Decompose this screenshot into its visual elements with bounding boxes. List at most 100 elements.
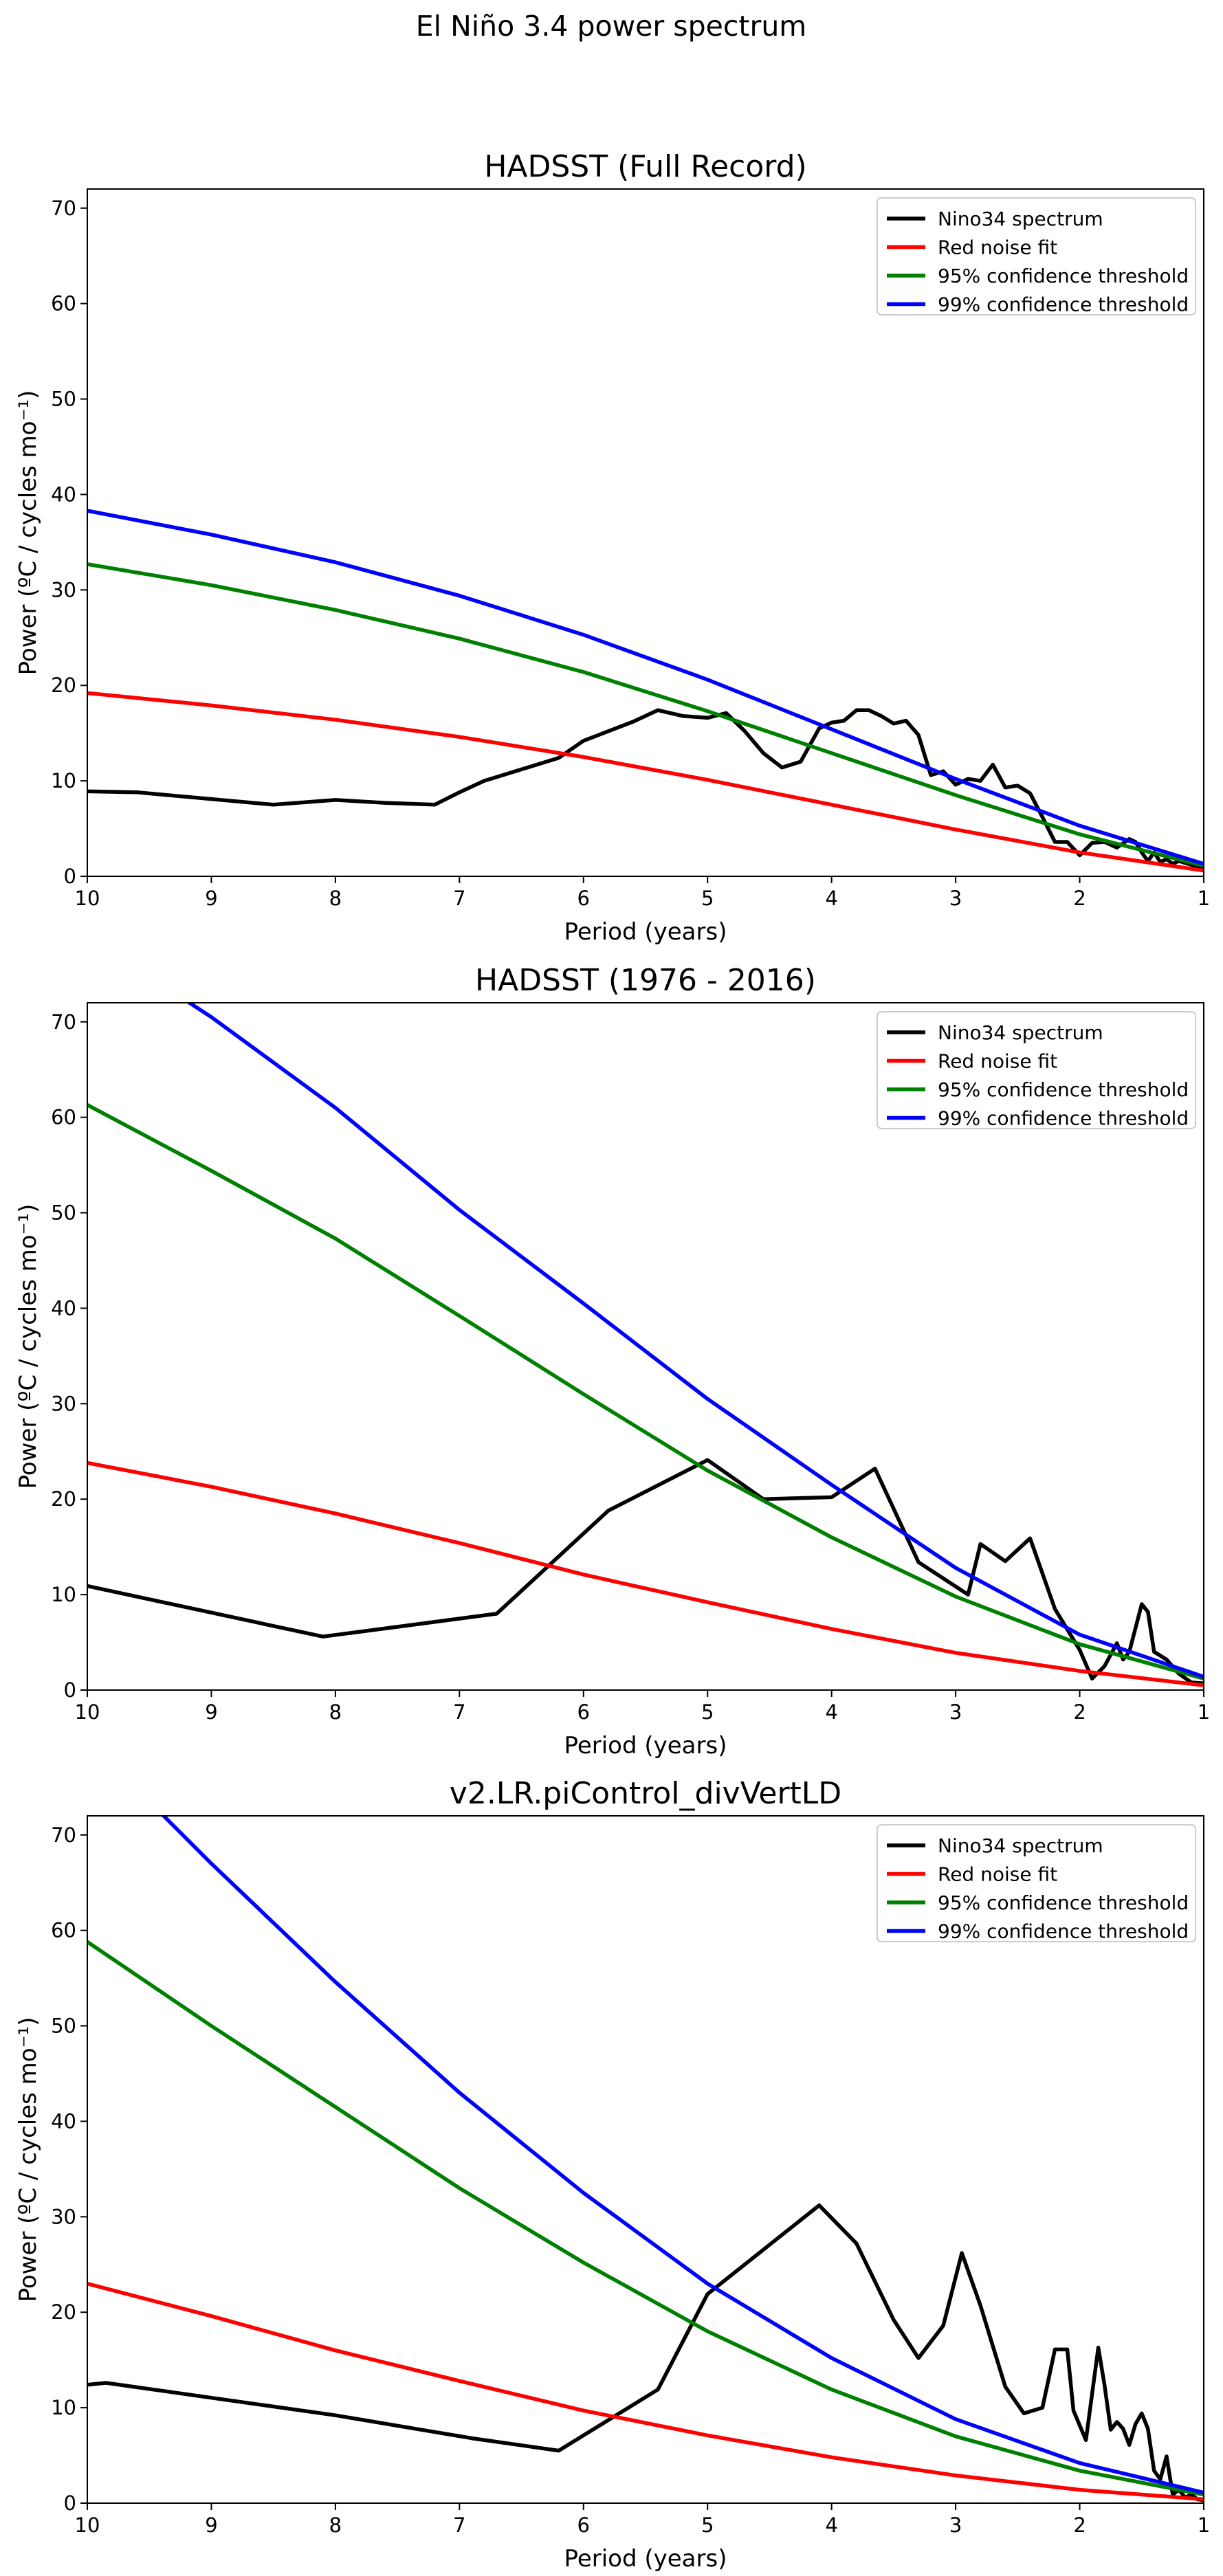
legend-label: 95% confidence threshold — [938, 265, 1189, 287]
legend-label: Nino34 spectrum — [938, 1021, 1103, 1044]
y-tick-label: 50 — [51, 1201, 76, 1225]
series-line — [87, 1102, 1204, 1681]
y-tick-label: 30 — [51, 1392, 76, 1415]
y-tick-label: 20 — [51, 2300, 76, 2324]
x-tick-label: 5 — [701, 2513, 714, 2537]
y-tick-label: 60 — [51, 292, 76, 315]
series-line — [87, 2281, 1204, 2502]
x-tick-label: 10 — [75, 1700, 100, 1724]
series-line — [87, 509, 1204, 866]
y-tick-label: 40 — [51, 482, 76, 506]
x-tick-label: 3 — [949, 887, 962, 910]
y-axis-label: Power (ºC / cycles mo⁻¹) — [14, 390, 42, 676]
legend-label: Nino34 spectrum — [938, 208, 1103, 230]
legend-label: 99% confidence threshold — [938, 293, 1189, 316]
x-tick-label: 7 — [453, 1700, 465, 1724]
y-tick-label: 40 — [51, 1296, 76, 1320]
x-tick-label: 4 — [825, 887, 837, 910]
x-tick-label: 8 — [329, 2513, 342, 2537]
x-tick-label: 8 — [329, 1700, 342, 1724]
series-group — [87, 509, 1204, 873]
x-tick-label: 5 — [701, 1700, 714, 1724]
legend-label: Red noise fit — [938, 1863, 1057, 1886]
x-tick-label: 7 — [453, 2513, 465, 2537]
y-tick-label: 0 — [64, 865, 76, 888]
y-tick-label: 50 — [51, 388, 76, 411]
series-line — [87, 708, 1204, 870]
chart-panel: HADSST (1976 - 2016)10 9 8 7 6 5 4 3 2 1010203040… — [14, 963, 1210, 1759]
legend-label: 95% confidence threshold — [938, 1078, 1189, 1101]
y-tick-label: 60 — [51, 1919, 76, 1942]
x-tick-label: 2 — [1073, 1700, 1086, 1724]
series-line — [87, 1940, 1204, 2497]
x-tick-label: 5 — [701, 887, 714, 910]
y-tick-label: 10 — [51, 1583, 76, 1606]
panels: HADSST (Full Record)10 9 8 7 6 5 4 3 2 1010203040… — [14, 149, 1210, 2573]
legend-label: Red noise fit — [938, 236, 1057, 259]
y-tick-label: 30 — [51, 578, 76, 601]
series-line — [161, 1816, 1204, 2495]
legend-label: 99% confidence threshold — [938, 1920, 1189, 1943]
plot-frame — [87, 188, 1204, 877]
x-tick-label: 1 — [1198, 1700, 1210, 1724]
x-axis-label: Period (years) — [564, 2545, 727, 2573]
legend: Nino34 spectrum Red noise fit 95% confiden… — [877, 1011, 1196, 1130]
y-axis-label: Power (ºC / cycles mo⁻¹) — [14, 2017, 42, 2302]
y-tick-label: 0 — [64, 1678, 76, 1702]
chart-title: HADSST (Full Record) — [484, 149, 806, 184]
legend-box — [877, 1011, 1196, 1129]
y-tick-label: 20 — [51, 1487, 76, 1511]
chart-title: v2.LR.piControl_divVertLD — [450, 1776, 841, 1811]
x-tick-label: 3 — [949, 1700, 962, 1724]
series-line — [186, 1003, 1204, 1679]
x-tick-label: 4 — [825, 1700, 837, 1724]
y-tick-label: 70 — [51, 1823, 76, 1847]
series-line — [87, 1458, 1204, 1686]
x-tick-label: 6 — [577, 1700, 590, 1724]
x-tick-label: 3 — [949, 2513, 962, 2537]
y-tick-label: 70 — [51, 197, 76, 220]
plot-frame — [87, 1002, 1204, 1691]
legend-box — [877, 197, 1196, 315]
x-tick-label: 9 — [205, 1700, 217, 1724]
legend-label: Red noise fit — [938, 1050, 1057, 1073]
legend: Nino34 spectrum Red noise fit 95% confiden… — [877, 197, 1196, 316]
chart-title: HADSST (1976 - 2016) — [475, 963, 816, 998]
x-tick-label: 2 — [1073, 2513, 1086, 2537]
series-line — [87, 1461, 1204, 1687]
x-tick-label: 7 — [453, 887, 465, 910]
x-axis-label: Period (years) — [564, 1732, 727, 1759]
x-tick-label: 1 — [1198, 887, 1210, 910]
y-tick-label: 10 — [51, 769, 76, 792]
legend: Nino34 spectrum Red noise fit 95% confiden… — [877, 1824, 1196, 1943]
y-tick-label: 20 — [51, 674, 76, 697]
y-tick-label: 50 — [51, 2014, 76, 2038]
series-group — [87, 1816, 1204, 2502]
x-axis-label: Period (years) — [564, 918, 727, 946]
x-tick-label: 6 — [577, 887, 590, 910]
series-group — [87, 1003, 1204, 1687]
series-line — [87, 691, 1204, 873]
series-line — [87, 2203, 1204, 2502]
figure-suptitle: El Niño 3.4 power spectrum — [416, 10, 807, 43]
y-tick-label: 10 — [51, 2396, 76, 2419]
y-tick-label: 30 — [51, 2205, 76, 2228]
x-tick-label: 9 — [205, 887, 217, 910]
plot-frame — [87, 1815, 1204, 2504]
legend-box — [877, 1824, 1196, 1942]
x-tick-label: 9 — [205, 2513, 217, 2537]
y-tick-label: 0 — [64, 2491, 76, 2515]
legend-label: 95% confidence threshold — [938, 1891, 1189, 1914]
x-tick-label: 10 — [75, 887, 100, 910]
x-tick-label: 8 — [329, 887, 342, 910]
x-tick-label: 6 — [577, 2513, 590, 2537]
y-axis-label: Power (ºC / cycles mo⁻¹) — [14, 1204, 42, 1489]
series-line — [87, 562, 1204, 868]
x-tick-label: 2 — [1073, 887, 1086, 910]
x-tick-label: 4 — [825, 2513, 837, 2537]
x-tick-label: 1 — [1198, 2513, 1210, 2537]
y-tick-label: 60 — [51, 1106, 76, 1129]
